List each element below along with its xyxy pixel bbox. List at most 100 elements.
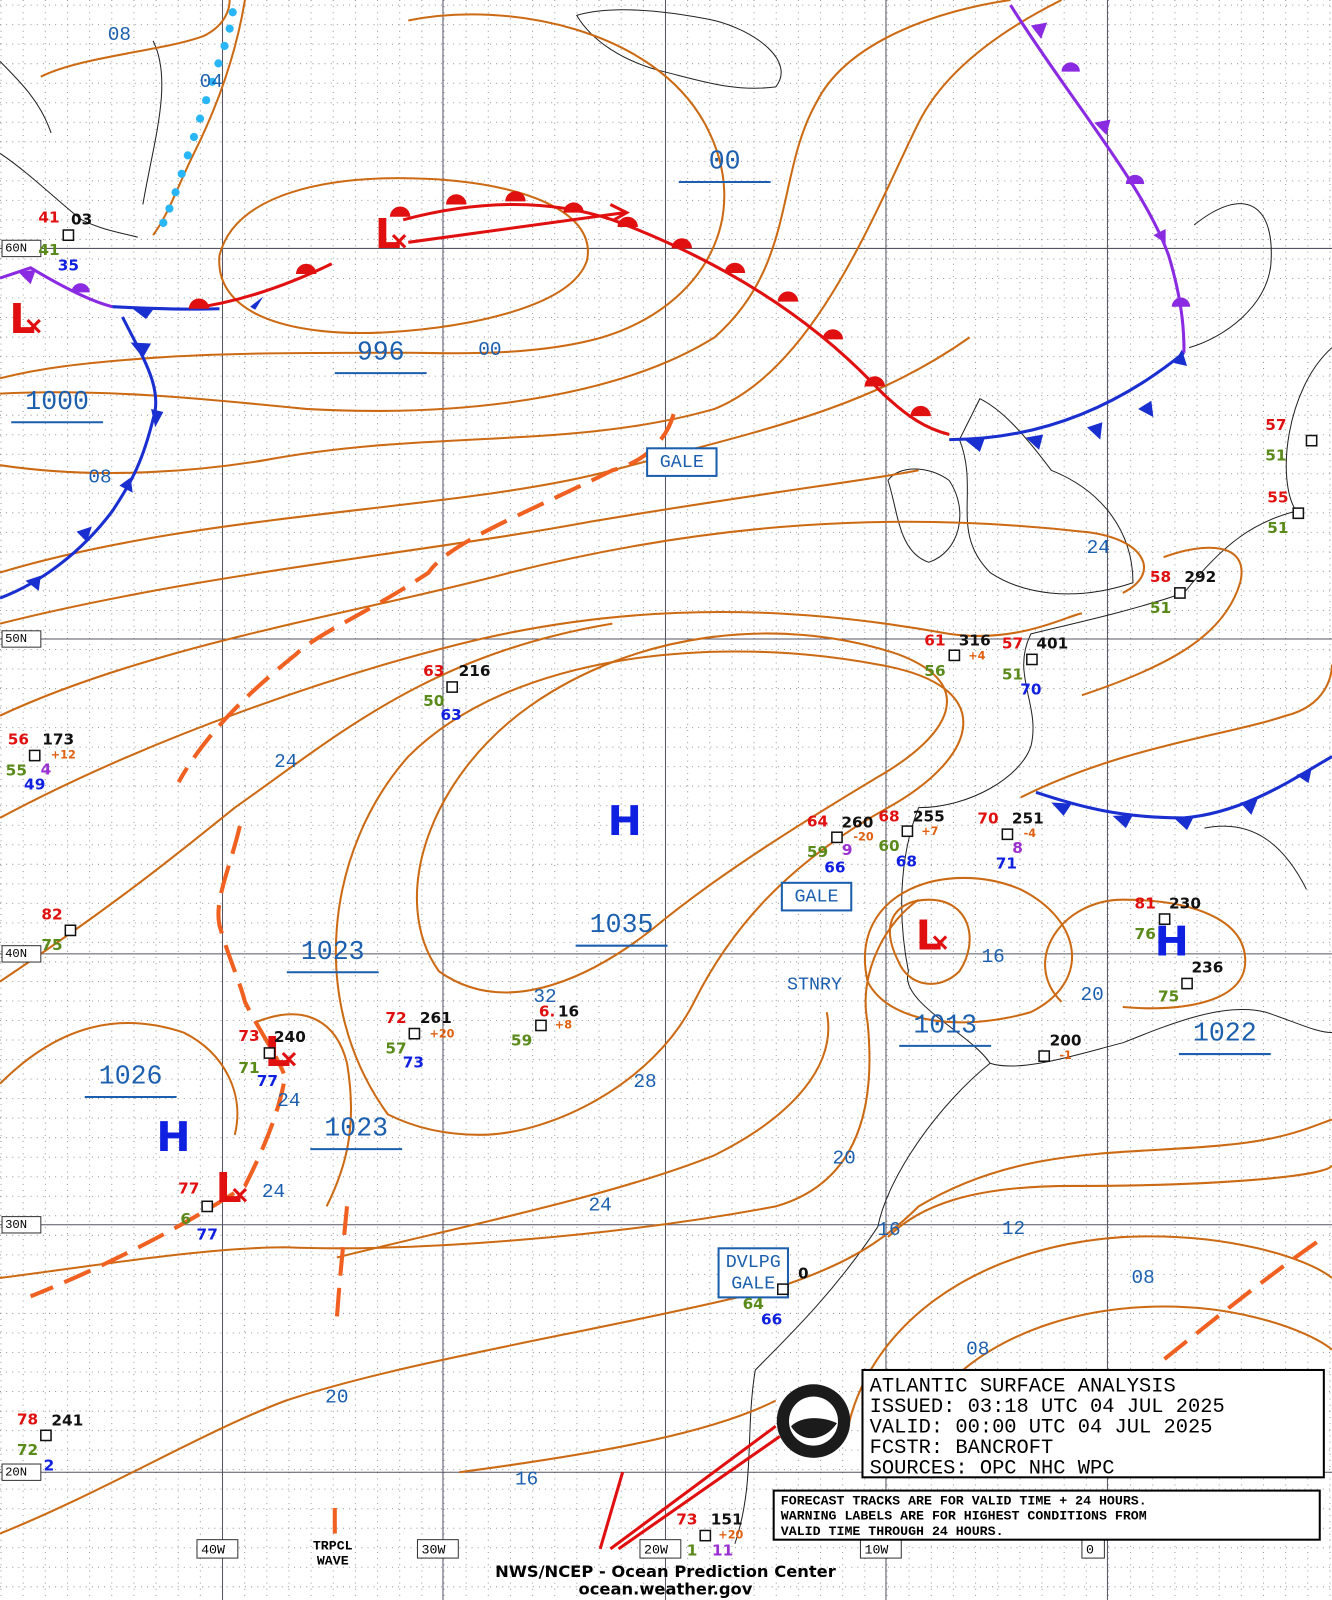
latitude-label-box — [1, 630, 42, 648]
station-marker — [1158, 913, 1171, 925]
forecast-track — [408, 203, 630, 244]
occluded-front — [1009, 4, 1186, 353]
title-line: VALID: 00:00 UTC 04 JUL 2025 — [870, 1417, 1213, 1440]
station-value: 316 — [959, 632, 991, 650]
isobar-label: 08 — [966, 1339, 989, 1361]
isobar — [218, 177, 589, 334]
isobar — [887, 1164, 1332, 1238]
central-pressure: 1013 — [913, 1010, 977, 1040]
station-value: +20 — [429, 1028, 454, 1041]
longitude-label: 40W — [201, 1542, 225, 1557]
station-value: 57 — [1002, 635, 1023, 653]
station-value: 55 — [6, 761, 27, 779]
station-value: 63 — [423, 662, 444, 680]
isobar — [254, 1013, 352, 1207]
isobar-label: 12 — [1002, 1218, 1025, 1240]
station-value: 41 — [38, 208, 59, 226]
latitude-label-box — [1, 1463, 42, 1481]
noaa-logo — [776, 1384, 851, 1458]
isobar-label: 08 — [88, 467, 111, 489]
station-marker — [62, 229, 75, 242]
note-line: WARNING LABELS ARE FOR HIGHEST CONDITION… — [781, 1509, 1147, 1524]
isobar — [334, 650, 965, 1136]
isobar-label: 16 — [515, 1468, 538, 1490]
station-value: 75 — [41, 936, 62, 954]
coastline — [887, 468, 961, 563]
station-value: 78 — [17, 1411, 38, 1429]
low-center-x — [232, 1187, 248, 1203]
warning-label: GALE — [795, 886, 839, 907]
station-value: 66 — [761, 1310, 782, 1328]
isobar — [416, 632, 948, 994]
central-pressure: 1023 — [301, 937, 365, 967]
warning-label: DVLPG — [726, 1252, 781, 1273]
isobar — [459, 1399, 777, 1474]
title-line: ATLANTIC SURFACE ANALYSIS — [870, 1376, 1176, 1399]
station-value: 240 — [274, 1028, 306, 1046]
station-value: 0 — [798, 1264, 809, 1282]
footer-line: ocean.weather.gov — [579, 1579, 753, 1598]
title-line: SOURCES: OPC NHC WPC — [870, 1457, 1115, 1480]
latitude-label: 30N — [5, 1218, 27, 1232]
isobar-label: 00 — [478, 339, 501, 361]
station-value: 77 — [197, 1226, 218, 1244]
central-pressure: 1023 — [324, 1114, 388, 1144]
warning-box — [717, 1247, 789, 1299]
station-value: 57 — [1265, 416, 1286, 434]
latitude-label: 60N — [5, 242, 27, 256]
note-line: FORECAST TRACKS ARE FOR VALID TIME + 24 … — [781, 1493, 1147, 1508]
high-center: H — [156, 1113, 190, 1161]
isobar-label: 08 — [108, 24, 131, 46]
station-marker — [1305, 434, 1318, 447]
station-value: 41 — [38, 241, 59, 259]
station-value: +4 — [968, 649, 985, 662]
isobar — [40, 0, 231, 78]
station-marker — [1001, 828, 1014, 841]
station-value: 401 — [1036, 635, 1068, 653]
longitude-label-box — [416, 1539, 459, 1559]
station-value: 51 — [1002, 665, 1023, 683]
station-marker — [64, 924, 77, 937]
isobar-label: 24 — [1087, 537, 1110, 559]
station-value: 03 — [71, 210, 92, 228]
low-center: L — [9, 295, 35, 343]
station-value: 71 — [238, 1059, 259, 1077]
troughs — [29, 413, 1318, 1534]
station-marker — [948, 649, 961, 662]
central-pressure: 996 — [357, 338, 405, 368]
high-center: H — [1155, 918, 1189, 966]
station-value: 261 — [420, 1009, 452, 1027]
station-value: 66 — [824, 858, 845, 876]
station-value: 6 — [180, 1210, 191, 1228]
station-value: 75 — [1158, 987, 1179, 1005]
station-value: 71 — [996, 854, 1017, 872]
warm-front — [402, 203, 950, 436]
isobar — [0, 13, 726, 380]
fronts — [0, 4, 1332, 1551]
station-marker — [777, 1283, 789, 1296]
station-value: -20 — [853, 830, 873, 843]
station-value: 11 — [712, 1541, 733, 1559]
isobar-label: 20 — [1081, 984, 1104, 1006]
isobar-label: 24 — [274, 751, 297, 773]
station-value: 77 — [178, 1180, 199, 1198]
isobar — [1044, 898, 1247, 1010]
station-value: 151 — [711, 1511, 743, 1529]
coastline — [734, 1062, 991, 1544]
station-value: 82 — [41, 906, 62, 924]
isobar-label: 16 — [981, 946, 1004, 968]
station-value: 8 — [1012, 839, 1023, 857]
longitude-label: 0 — [1086, 1542, 1094, 1557]
cold-front — [0, 305, 220, 600]
ice-edge — [159, 8, 237, 227]
station-value: 56 — [8, 731, 29, 749]
station-marker — [40, 1429, 52, 1442]
station-value: 55 — [1267, 488, 1288, 506]
station-value: 51 — [1150, 599, 1171, 617]
station-value: 1 — [687, 1541, 698, 1559]
station-value: 16 — [558, 1003, 579, 1021]
coastline — [958, 398, 1134, 595]
station-value: +20 — [718, 1529, 743, 1542]
